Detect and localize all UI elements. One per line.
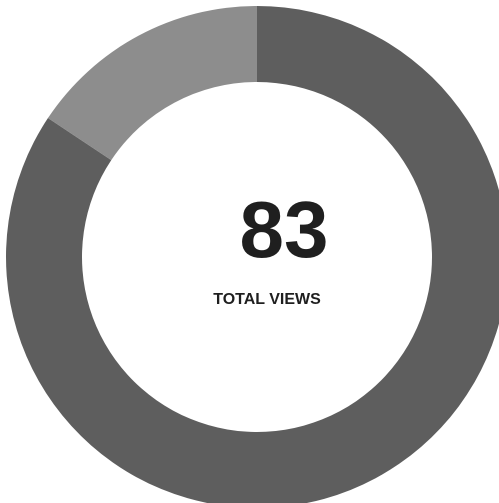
total-views-value: 83 — [240, 185, 329, 274]
donut-slices — [6, 6, 499, 503]
total-views-label: TOTAL VIEWS — [213, 291, 321, 308]
donut-slice-1 — [6, 6, 499, 503]
donut-slice-2 — [47, 6, 257, 161]
